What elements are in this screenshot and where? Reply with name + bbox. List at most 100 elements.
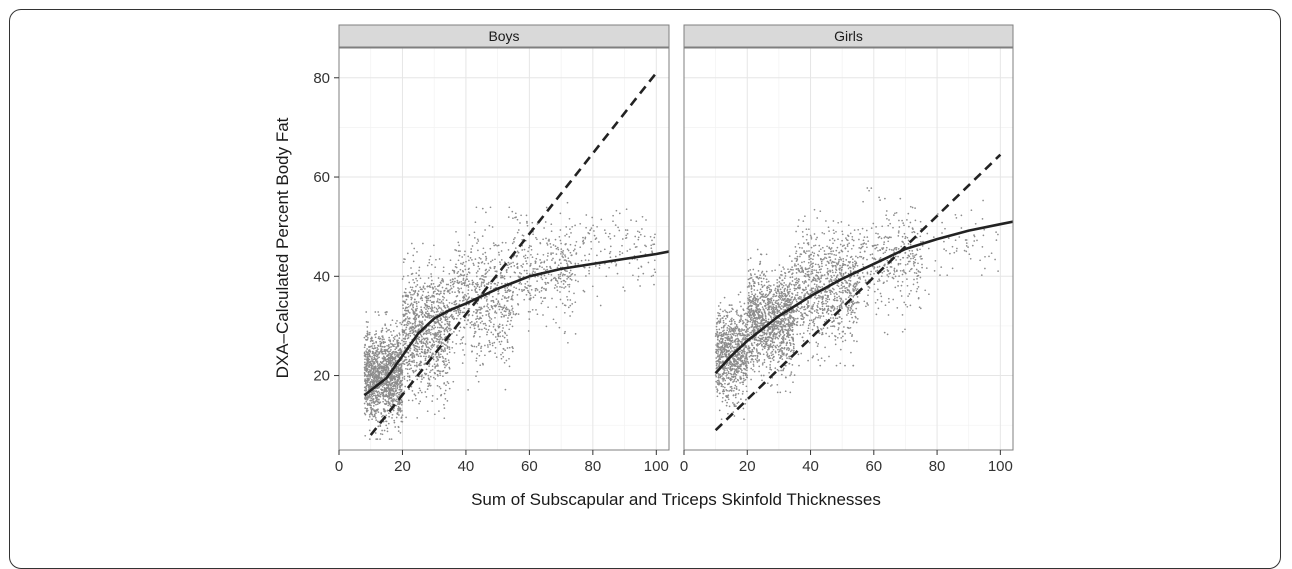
data-point <box>746 376 748 378</box>
data-point <box>424 319 426 321</box>
data-point <box>592 225 594 227</box>
data-point <box>790 269 792 271</box>
data-point <box>483 276 485 278</box>
data-point <box>449 292 451 294</box>
data-point <box>509 366 511 368</box>
data-point <box>740 306 742 308</box>
data-point <box>513 241 515 243</box>
data-point <box>425 356 427 358</box>
data-point <box>381 392 383 394</box>
data-point <box>428 347 430 349</box>
data-point <box>725 318 727 320</box>
data-point <box>373 381 375 383</box>
data-point <box>494 258 496 260</box>
data-point <box>433 337 435 339</box>
data-point <box>462 292 464 294</box>
data-point <box>732 333 734 335</box>
data-point <box>451 316 453 318</box>
data-point <box>424 350 426 352</box>
data-point <box>393 391 395 393</box>
x-tick-label: 60 <box>521 458 538 475</box>
data-point <box>413 282 415 284</box>
data-point <box>463 262 465 264</box>
data-point <box>726 315 728 317</box>
data-point <box>438 332 440 334</box>
data-point <box>505 297 507 299</box>
data-point <box>743 375 745 377</box>
data-point <box>469 234 471 236</box>
data-point <box>497 300 499 302</box>
data-point <box>486 331 488 333</box>
data-point <box>482 363 484 365</box>
data-point <box>394 388 396 390</box>
data-point <box>528 247 530 249</box>
data-point <box>433 333 435 335</box>
data-point <box>729 304 731 306</box>
data-point <box>430 332 432 334</box>
data-point <box>535 290 537 292</box>
data-point <box>739 354 741 356</box>
data-point <box>443 270 445 272</box>
data-point <box>446 326 448 328</box>
data-point <box>490 267 492 269</box>
data-point <box>444 331 446 333</box>
data-point <box>448 323 450 325</box>
data-point <box>484 252 486 254</box>
data-point <box>716 365 718 367</box>
data-point <box>408 282 410 284</box>
data-point <box>755 293 757 295</box>
data-point <box>365 414 367 416</box>
data-point <box>484 229 486 231</box>
data-point <box>368 349 370 351</box>
data-point <box>554 262 556 264</box>
data-point <box>382 433 384 435</box>
data-point <box>402 414 404 416</box>
data-point <box>428 356 430 358</box>
data-point <box>477 324 479 326</box>
data-point <box>388 416 390 418</box>
data-point <box>745 323 747 325</box>
data-point <box>483 306 485 308</box>
data-point <box>490 332 492 334</box>
data-point <box>715 376 717 378</box>
data-point <box>380 394 382 396</box>
data-point <box>739 315 741 317</box>
data-point <box>565 286 567 288</box>
data-point <box>526 263 528 265</box>
data-point <box>522 234 524 236</box>
data-point <box>489 309 491 311</box>
data-point <box>532 233 534 235</box>
data-point <box>450 282 452 284</box>
data-point <box>369 402 371 404</box>
data-point <box>730 351 732 353</box>
data-point <box>733 358 735 360</box>
data-point <box>365 390 367 392</box>
data-point <box>460 318 462 320</box>
data-point <box>479 355 481 357</box>
data-point <box>375 400 377 402</box>
data-point <box>500 312 502 314</box>
data-point <box>515 287 517 289</box>
data-point <box>420 277 422 279</box>
data-point <box>441 300 443 302</box>
data-point <box>431 338 433 340</box>
data-point <box>724 387 726 389</box>
data-point <box>370 383 372 385</box>
data-point <box>745 373 747 375</box>
data-point <box>466 323 468 325</box>
data-point <box>412 400 414 402</box>
data-point <box>495 244 497 246</box>
data-point <box>443 334 445 336</box>
data-point <box>392 319 394 321</box>
data-point <box>384 387 386 389</box>
data-point <box>409 368 411 370</box>
data-point <box>615 263 617 265</box>
data-point <box>737 372 739 374</box>
data-point <box>540 277 542 279</box>
data-point <box>417 293 419 295</box>
data-point <box>605 232 607 234</box>
data-point <box>382 370 384 372</box>
data-point <box>366 365 368 367</box>
data-point <box>454 278 456 280</box>
